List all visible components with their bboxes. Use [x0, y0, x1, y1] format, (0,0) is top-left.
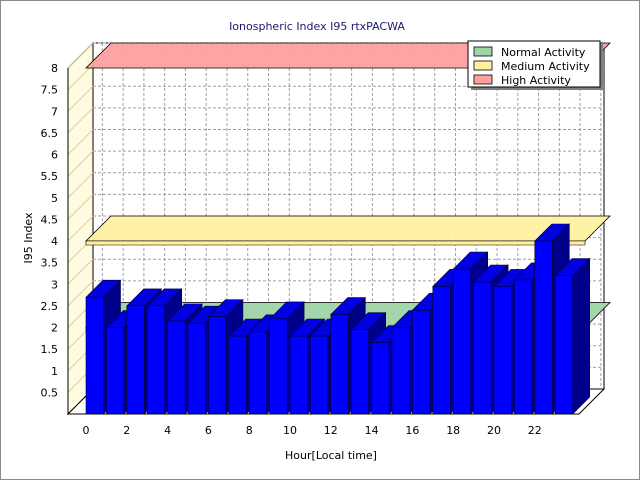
x-tick-label: 0: [83, 424, 90, 437]
grid-line-wall: [67, 215, 94, 242]
y-tick-label: 2: [51, 322, 58, 335]
bar: [371, 342, 390, 415]
y-tick-label: 2.5: [41, 300, 59, 313]
x-axis-label: Hour[Local time]: [285, 449, 377, 462]
x-tick-label: 10: [283, 424, 297, 437]
grid-line-wall: [67, 172, 94, 199]
x-tick-label: 8: [246, 424, 253, 437]
bar: [534, 240, 553, 415]
x-tick-label: 22: [528, 424, 542, 437]
bar: [248, 331, 267, 415]
y-tick-label: 5.5: [41, 170, 59, 183]
band-medium-activity: [85, 215, 611, 242]
bar: [452, 268, 472, 415]
grid-line-wall: [67, 194, 94, 220]
x-tick-label: 14: [365, 424, 379, 437]
legend-label: Medium Activity: [501, 60, 590, 73]
bar: [412, 309, 431, 415]
grid-line-wall: [67, 129, 94, 155]
y-tick-label: 8: [51, 62, 58, 75]
x-tick-label: 20: [487, 424, 501, 437]
y-tick-label: 3.5: [41, 257, 59, 270]
legend-swatch: [473, 74, 493, 85]
chart-title: Ionospheric Index I95 rtxPACWA: [229, 20, 405, 33]
bar: [391, 327, 410, 415]
grid-line-wall: [67, 107, 94, 134]
bar: [126, 305, 145, 415]
grid-line-wall: [67, 280, 94, 307]
x-tick-label: 16: [405, 424, 419, 437]
bar: [554, 275, 574, 415]
y-tick-label: 7: [51, 105, 58, 118]
bar: [432, 286, 451, 415]
grid-line-wall: [67, 85, 94, 112]
bar-side: [572, 257, 591, 415]
x-tick-label: 2: [123, 424, 130, 437]
bar: [167, 320, 186, 415]
y-axis-label: I95 Index: [22, 212, 35, 264]
x-tick-label: 4: [164, 424, 171, 437]
bar: [493, 286, 512, 415]
x-tick-label: 18: [446, 424, 460, 437]
y-tick-label: 5: [51, 192, 58, 205]
band-edge: [85, 240, 586, 246]
bar: [187, 322, 206, 415]
y-tick-label: 0.5: [41, 386, 59, 399]
grid-line-wall: [67, 42, 94, 69]
bar: [228, 335, 247, 415]
bar: [289, 335, 308, 415]
plot-area: 0.5 1 1.5 2 2.5 3 3.5 4 4.5 5 5.5 6 6.5 7 7.5 8 0 2 4 6 8 10 1…: [41, 41, 611, 437]
bar: [350, 329, 370, 415]
bar: [473, 281, 492, 415]
legend-label: High Activity: [501, 74, 571, 87]
y-tick-label: 6.5: [41, 127, 59, 140]
y-tick-label: 1: [51, 365, 58, 378]
bar: [269, 318, 288, 415]
grid-line-wall: [67, 150, 94, 177]
y-tick-label: 4: [51, 235, 58, 248]
x-tick-label: 6: [205, 424, 212, 437]
y-tick-label: 1.5: [41, 343, 59, 356]
y-tick-label: 7.5: [41, 84, 59, 97]
bar: [310, 335, 329, 415]
bar: [146, 305, 165, 415]
x-tick-label: 12: [324, 424, 338, 437]
bar: [106, 327, 125, 415]
bar: [330, 314, 349, 415]
grid-line-wall: [67, 258, 94, 285]
y-tick-label: 4.5: [41, 213, 59, 226]
bar: [85, 296, 104, 415]
bar: [514, 279, 533, 415]
y-tick-label: 3: [51, 278, 58, 291]
grid-line-wall: [67, 64, 94, 90]
legend-swatch: [473, 60, 493, 71]
legend-label: Normal Activity: [501, 46, 586, 59]
legend-swatch: [473, 46, 493, 57]
y-tick-label: 6: [51, 149, 58, 162]
bar: [208, 316, 227, 415]
